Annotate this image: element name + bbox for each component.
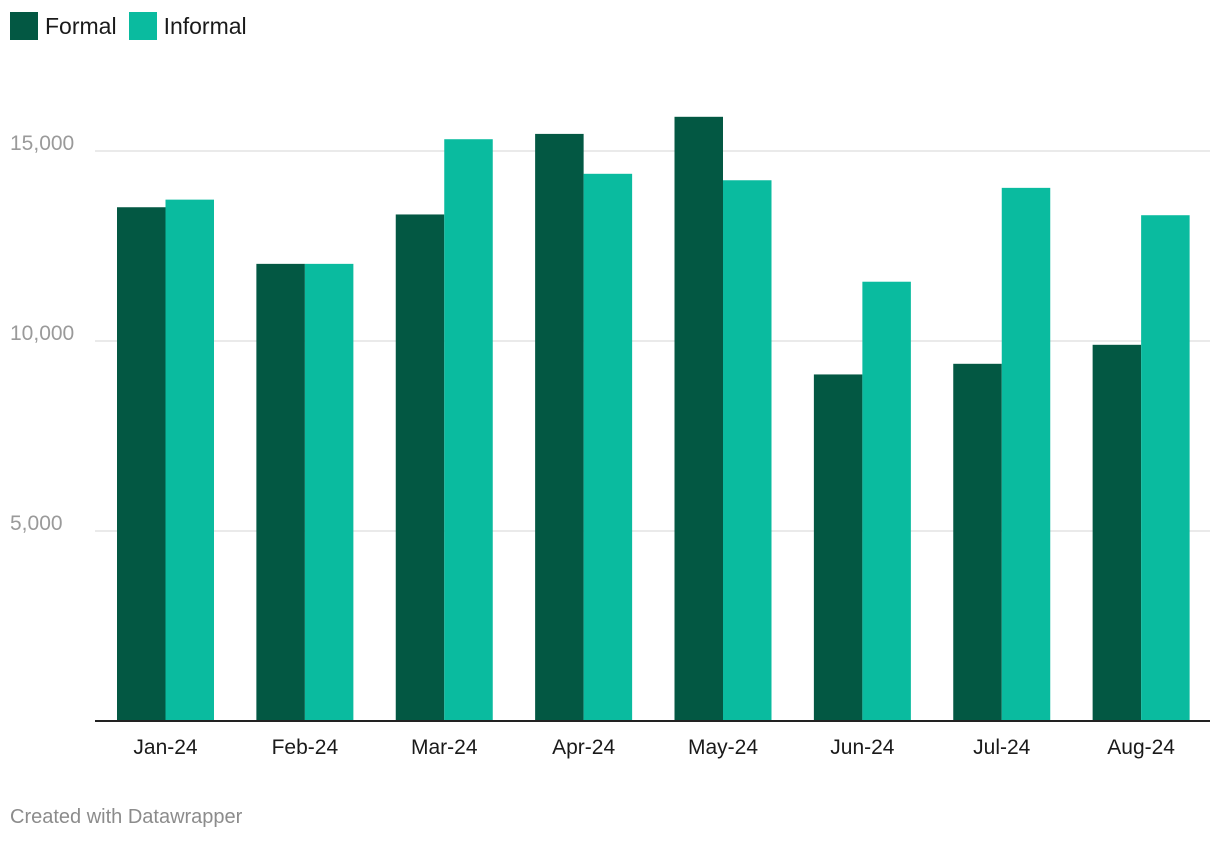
footer-credit: Created with Datawrapper (10, 806, 243, 828)
bar-formal-jul-24 (953, 363, 1002, 721)
bar-formal-jan-24 (117, 207, 166, 722)
legend-label-formal: Formal (45, 12, 117, 39)
y-tick-label: 5,000 (10, 512, 63, 535)
bar-formal-aug-24 (1092, 344, 1142, 721)
x-tick-label: Jun-24 (830, 736, 895, 759)
legend-swatch-informal (128, 12, 157, 40)
x-tick-label: Aug-24 (1107, 736, 1175, 759)
bar-informal-aug-24 (1141, 215, 1190, 721)
bar-informal-may-24 (723, 180, 772, 721)
chart-legend: Formal Informal (10, 12, 259, 40)
bar-formal-may-24 (674, 116, 723, 722)
x-tick-label: Jul-24 (973, 736, 1031, 759)
x-tick-label: Mar-24 (411, 736, 478, 759)
bar-informal-jul-24 (1001, 187, 1051, 722)
x-tick-label: Feb-24 (272, 736, 339, 759)
y-tick-label: 10,000 (10, 322, 74, 345)
y-tick-label: 15,000 (10, 132, 74, 155)
bar-formal-mar-24 (395, 214, 445, 721)
bar-informal-feb-24 (304, 263, 354, 721)
bar-chart: 5,000 10,000 15,000 Jan-24 Feb-24 Mar-24 Apr-2… (10, 116, 1210, 759)
bar-informal-jun-24 (862, 281, 911, 721)
legend-item-informal: Informal (128, 12, 247, 40)
bar-informal-jan-24 (165, 199, 214, 721)
legend-label-informal: Informal (163, 12, 247, 39)
legend-item-formal: Formal (10, 12, 117, 40)
bar-formal-apr-24 (535, 133, 584, 721)
x-tick-label: Jan-24 (133, 736, 198, 759)
bar-formal-feb-24 (256, 263, 305, 721)
x-tick-label: Apr-24 (552, 736, 615, 759)
bar-formal-jun-24 (813, 374, 863, 721)
legend-swatch-formal (10, 12, 38, 40)
bar-informal-apr-24 (583, 173, 633, 722)
bar-informal-mar-24 (444, 139, 493, 722)
x-tick-label: May-24 (688, 736, 758, 759)
